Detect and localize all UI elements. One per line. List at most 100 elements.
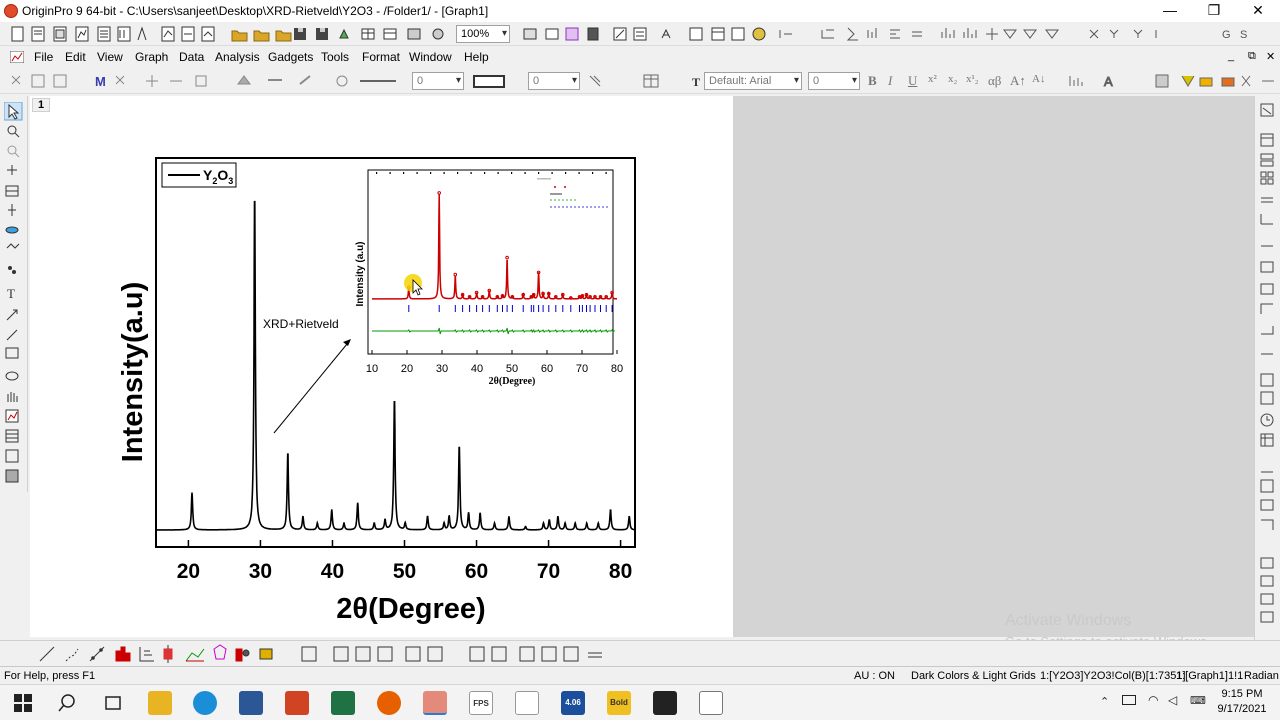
edge-icon[interactable] — [193, 691, 217, 715]
tools-palette: T — [0, 96, 28, 492]
excel-icon[interactable] — [331, 691, 355, 715]
menu-help[interactable]: Help — [464, 50, 489, 64]
italic-button[interactable]: I — [888, 73, 893, 88]
plot-toolbar — [0, 640, 1280, 666]
observed-point — [547, 291, 551, 296]
annotation-xrd-rietveld[interactable]: XRD+Rietveld — [263, 317, 339, 331]
volume-icon[interactable]: ◁ — [1168, 693, 1178, 707]
battery-icon[interactable] — [1122, 695, 1136, 705]
x-tick-label-60: 60 — [465, 560, 488, 583]
inset-top-tick — [416, 172, 418, 174]
svg-text:A: A — [1104, 74, 1113, 89]
y-axis-label: Intensity(a.u) — [117, 282, 149, 462]
superscript-button[interactable]: x² — [928, 73, 937, 85]
standard-toolbar-icons[interactable]: G S — [0, 22, 1280, 46]
inset-xtick-50: 50 — [506, 363, 518, 375]
activate-windows-title: Activate Windows — [1005, 612, 1132, 629]
rietveld-inset[interactable]: 10 20 30 40 50 60 70 80 2θ(Degree) Inten… — [355, 169, 623, 387]
doc-minimize-button[interactable]: _ — [1228, 50, 1235, 62]
maximize-button[interactable]: ❐ — [1207, 2, 1221, 18]
y2o3-xrd-line[interactable] — [156, 200, 636, 531]
language-icon[interactable]: ⌨ — [1190, 695, 1206, 707]
inset-top-tick — [484, 172, 486, 174]
tray-chevron-icon[interactable]: ⌃ — [1100, 696, 1110, 708]
menu-file[interactable]: File — [34, 50, 54, 64]
word-icon[interactable] — [239, 691, 263, 715]
annotation-arrowhead — [343, 339, 351, 346]
layer-1-tab[interactable]: 1 — [32, 98, 50, 112]
inset-top-tick — [538, 172, 540, 174]
doc-restore-button[interactable]: ⧉ — [1248, 50, 1256, 62]
observed-point — [437, 191, 442, 195]
plot-type-icons[interactable] — [30, 643, 630, 665]
observed-point — [460, 292, 465, 297]
photos-icon[interactable] — [653, 691, 677, 715]
notepad-icon[interactable] — [699, 691, 723, 715]
menu-graph[interactable]: Graph — [135, 50, 169, 64]
format-toolbar-icons[interactable]: M T — [0, 68, 700, 94]
decrease-font-button[interactable]: A↓ — [1032, 73, 1046, 85]
observed-point — [580, 294, 585, 298]
font-size-dropdown[interactable]: 0 — [808, 72, 860, 90]
observed-point — [561, 292, 565, 297]
windows-start-icon[interactable] — [14, 694, 32, 712]
firefox-icon[interactable] — [377, 691, 401, 715]
x-tick-label-80: 80 — [609, 560, 632, 583]
menu-gadgets[interactable]: Gadgets — [268, 50, 314, 64]
menu-window[interactable]: Window — [409, 50, 452, 64]
menu-data[interactable]: Data — [179, 50, 205, 64]
increase-font-button[interactable]: A↑ — [1010, 73, 1026, 88]
supersub-button[interactable]: x¹₂ — [966, 73, 979, 85]
workspace-background — [733, 96, 1254, 637]
task-view-icon[interactable] — [104, 694, 122, 712]
inset-top-tick — [403, 172, 405, 174]
font-dropdown[interactable]: Default: Arial — [704, 72, 802, 90]
observed-point — [610, 290, 614, 295]
observed-point — [495, 295, 500, 299]
legend[interactable]: Y2O3 — [161, 162, 237, 188]
menu-edit[interactable]: Edit — [65, 50, 86, 64]
file-explorer-icon[interactable] — [148, 691, 172, 715]
underline-button[interactable]: U — [908, 73, 918, 88]
menu-tools[interactable]: Tools — [321, 50, 350, 64]
menu-analysis[interactable]: Analysis — [215, 50, 260, 64]
bold-button[interactable]: B — [868, 73, 877, 88]
fps-toolbar-icon[interactable]: FPS — [469, 691, 493, 715]
text-format-buttons: B I U x² x₂ x¹₂ αβ A↑ A↓ — [868, 73, 1108, 91]
clock-time[interactable]: 9:15 PM — [1221, 688, 1263, 700]
inset-top-ticks — [376, 172, 607, 174]
object-toolbar-icons[interactable]: A — [1060, 68, 1280, 94]
line-width-dropdown[interactable]: 0 — [412, 72, 464, 90]
xrd-graph[interactable]: 20 30 40 50 60 70 80 2θ(Degree) Intensity(a.u)… — [100, 150, 660, 630]
wifi-icon[interactable]: ◠ — [1148, 693, 1159, 707]
xrd-app-icon[interactable] — [515, 691, 539, 715]
menu-view[interactable]: View — [97, 50, 123, 64]
observed-point — [569, 296, 573, 300]
origin-taskbar-icon[interactable] — [423, 691, 447, 715]
graph-window-icon — [10, 51, 24, 63]
svg-text:S: S — [1240, 29, 1247, 41]
tool-icons[interactable]: T — [4, 102, 24, 492]
x-axis-ticks — [187, 540, 622, 547]
layer-tool-icons[interactable] — [1259, 102, 1277, 632]
greek-button[interactable]: αβ — [988, 73, 1002, 88]
search-icon[interactable] — [58, 694, 76, 712]
bold-six-icon[interactable]: Bold — [607, 691, 631, 715]
origin-app-icon — [4, 4, 18, 18]
subscript-button[interactable]: x₂ — [948, 73, 958, 85]
inset-xtick-60: 60 — [541, 363, 553, 375]
zoom-dropdown[interactable]: 100% — [456, 25, 510, 43]
close-button[interactable]: ✕ — [1252, 2, 1264, 18]
annotation-arrow[interactable] — [273, 343, 348, 434]
inset-legend — [537, 178, 608, 208]
minimize-button[interactable]: — — [1163, 2, 1177, 18]
gfour-icon[interactable]: 4.06 — [561, 691, 585, 715]
doc-close-button[interactable]: ✕ — [1266, 51, 1276, 63]
pattern-width-dropdown[interactable]: 0 — [528, 72, 580, 90]
inset-top-tick — [551, 172, 553, 174]
clock-date[interactable]: 9/17/2021 — [1217, 703, 1267, 715]
menu-format[interactable]: Format — [362, 50, 401, 64]
observed-point — [536, 270, 541, 275]
observed-point — [588, 295, 592, 299]
powerpoint-icon[interactable] — [285, 691, 309, 715]
